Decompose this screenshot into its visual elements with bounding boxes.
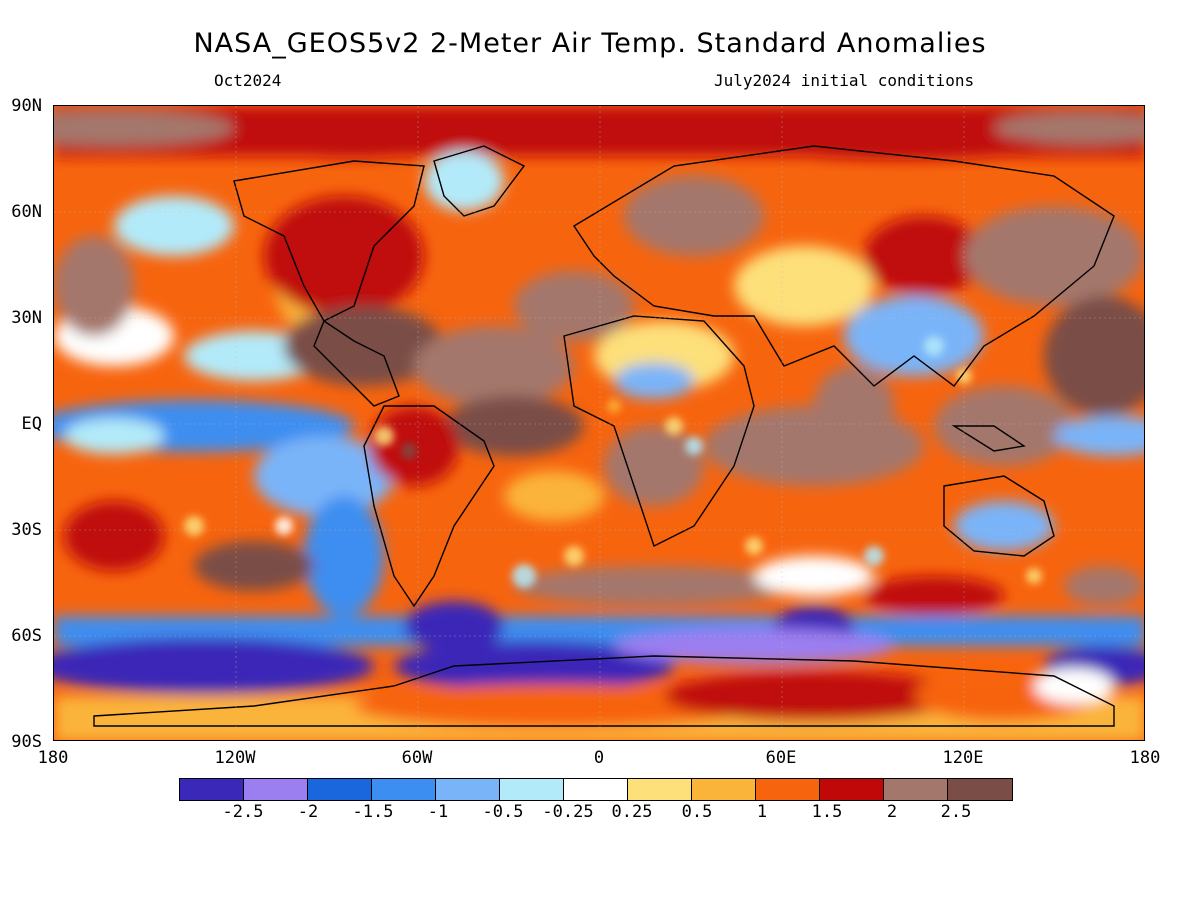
colorbar-label: -0.5: [482, 802, 524, 822]
colorbar-swatch: [884, 779, 948, 800]
lon-label: 180: [1129, 748, 1161, 768]
colorbar-label: -1.5: [352, 802, 394, 822]
colorbar-label: -2.5: [222, 802, 264, 822]
lon-label: 60E: [765, 748, 797, 768]
colorbar-label: 1: [756, 802, 768, 822]
colorbar-swatch: [372, 779, 436, 800]
lat-label: 60N: [11, 202, 42, 222]
lon-label: 0: [593, 748, 605, 768]
colorbar-swatch: [628, 779, 692, 800]
colorbar-swatch: [756, 779, 820, 800]
colorbar-swatch: [244, 779, 308, 800]
initial-conditions-label: July2024 initial conditions: [714, 71, 975, 90]
lon-label: 60W: [401, 748, 433, 768]
coastlines: [93, 145, 1115, 727]
lon-label: 180: [37, 748, 69, 768]
colorbar-label: -0.25: [542, 802, 594, 822]
colorbar-swatch: [180, 779, 244, 800]
colorbar-swatch: [500, 779, 564, 800]
lat-label: 30N: [11, 308, 42, 328]
colorbar-label: -2: [297, 802, 319, 822]
colorbar-swatch: [436, 779, 500, 800]
colorbar: [179, 778, 1013, 801]
colorbar-swatch: [564, 779, 628, 800]
map-title: NASA_GEOS5v2 2-Meter Air Temp. Standard …: [193, 28, 987, 59]
colorbar-swatch: [948, 779, 1012, 800]
colorbar-label: 2: [886, 802, 898, 822]
lon-label: 120W: [214, 748, 256, 768]
lon-label: 120E: [942, 748, 984, 768]
forecast-month: Oct2024: [214, 71, 282, 90]
anomaly-map: [53, 105, 1145, 741]
lat-label: 30S: [11, 520, 42, 540]
colorbar-swatch: [308, 779, 372, 800]
colorbar-label: 1.5: [811, 802, 843, 822]
colorbar-swatch: [820, 779, 884, 800]
colorbar-swatch: [692, 779, 756, 800]
colorbar-label: 2.5: [940, 802, 972, 822]
colorbar-label: -1: [427, 802, 449, 822]
colorbar-label: 0.5: [681, 802, 713, 822]
lat-label: 90N: [11, 96, 42, 116]
lat-label: 60S: [11, 626, 42, 646]
colorbar-label: 0.25: [611, 802, 653, 822]
anomaly-field: [54, 106, 1144, 740]
lat-label: EQ: [21, 414, 42, 434]
lat-label: 90S: [11, 732, 42, 752]
